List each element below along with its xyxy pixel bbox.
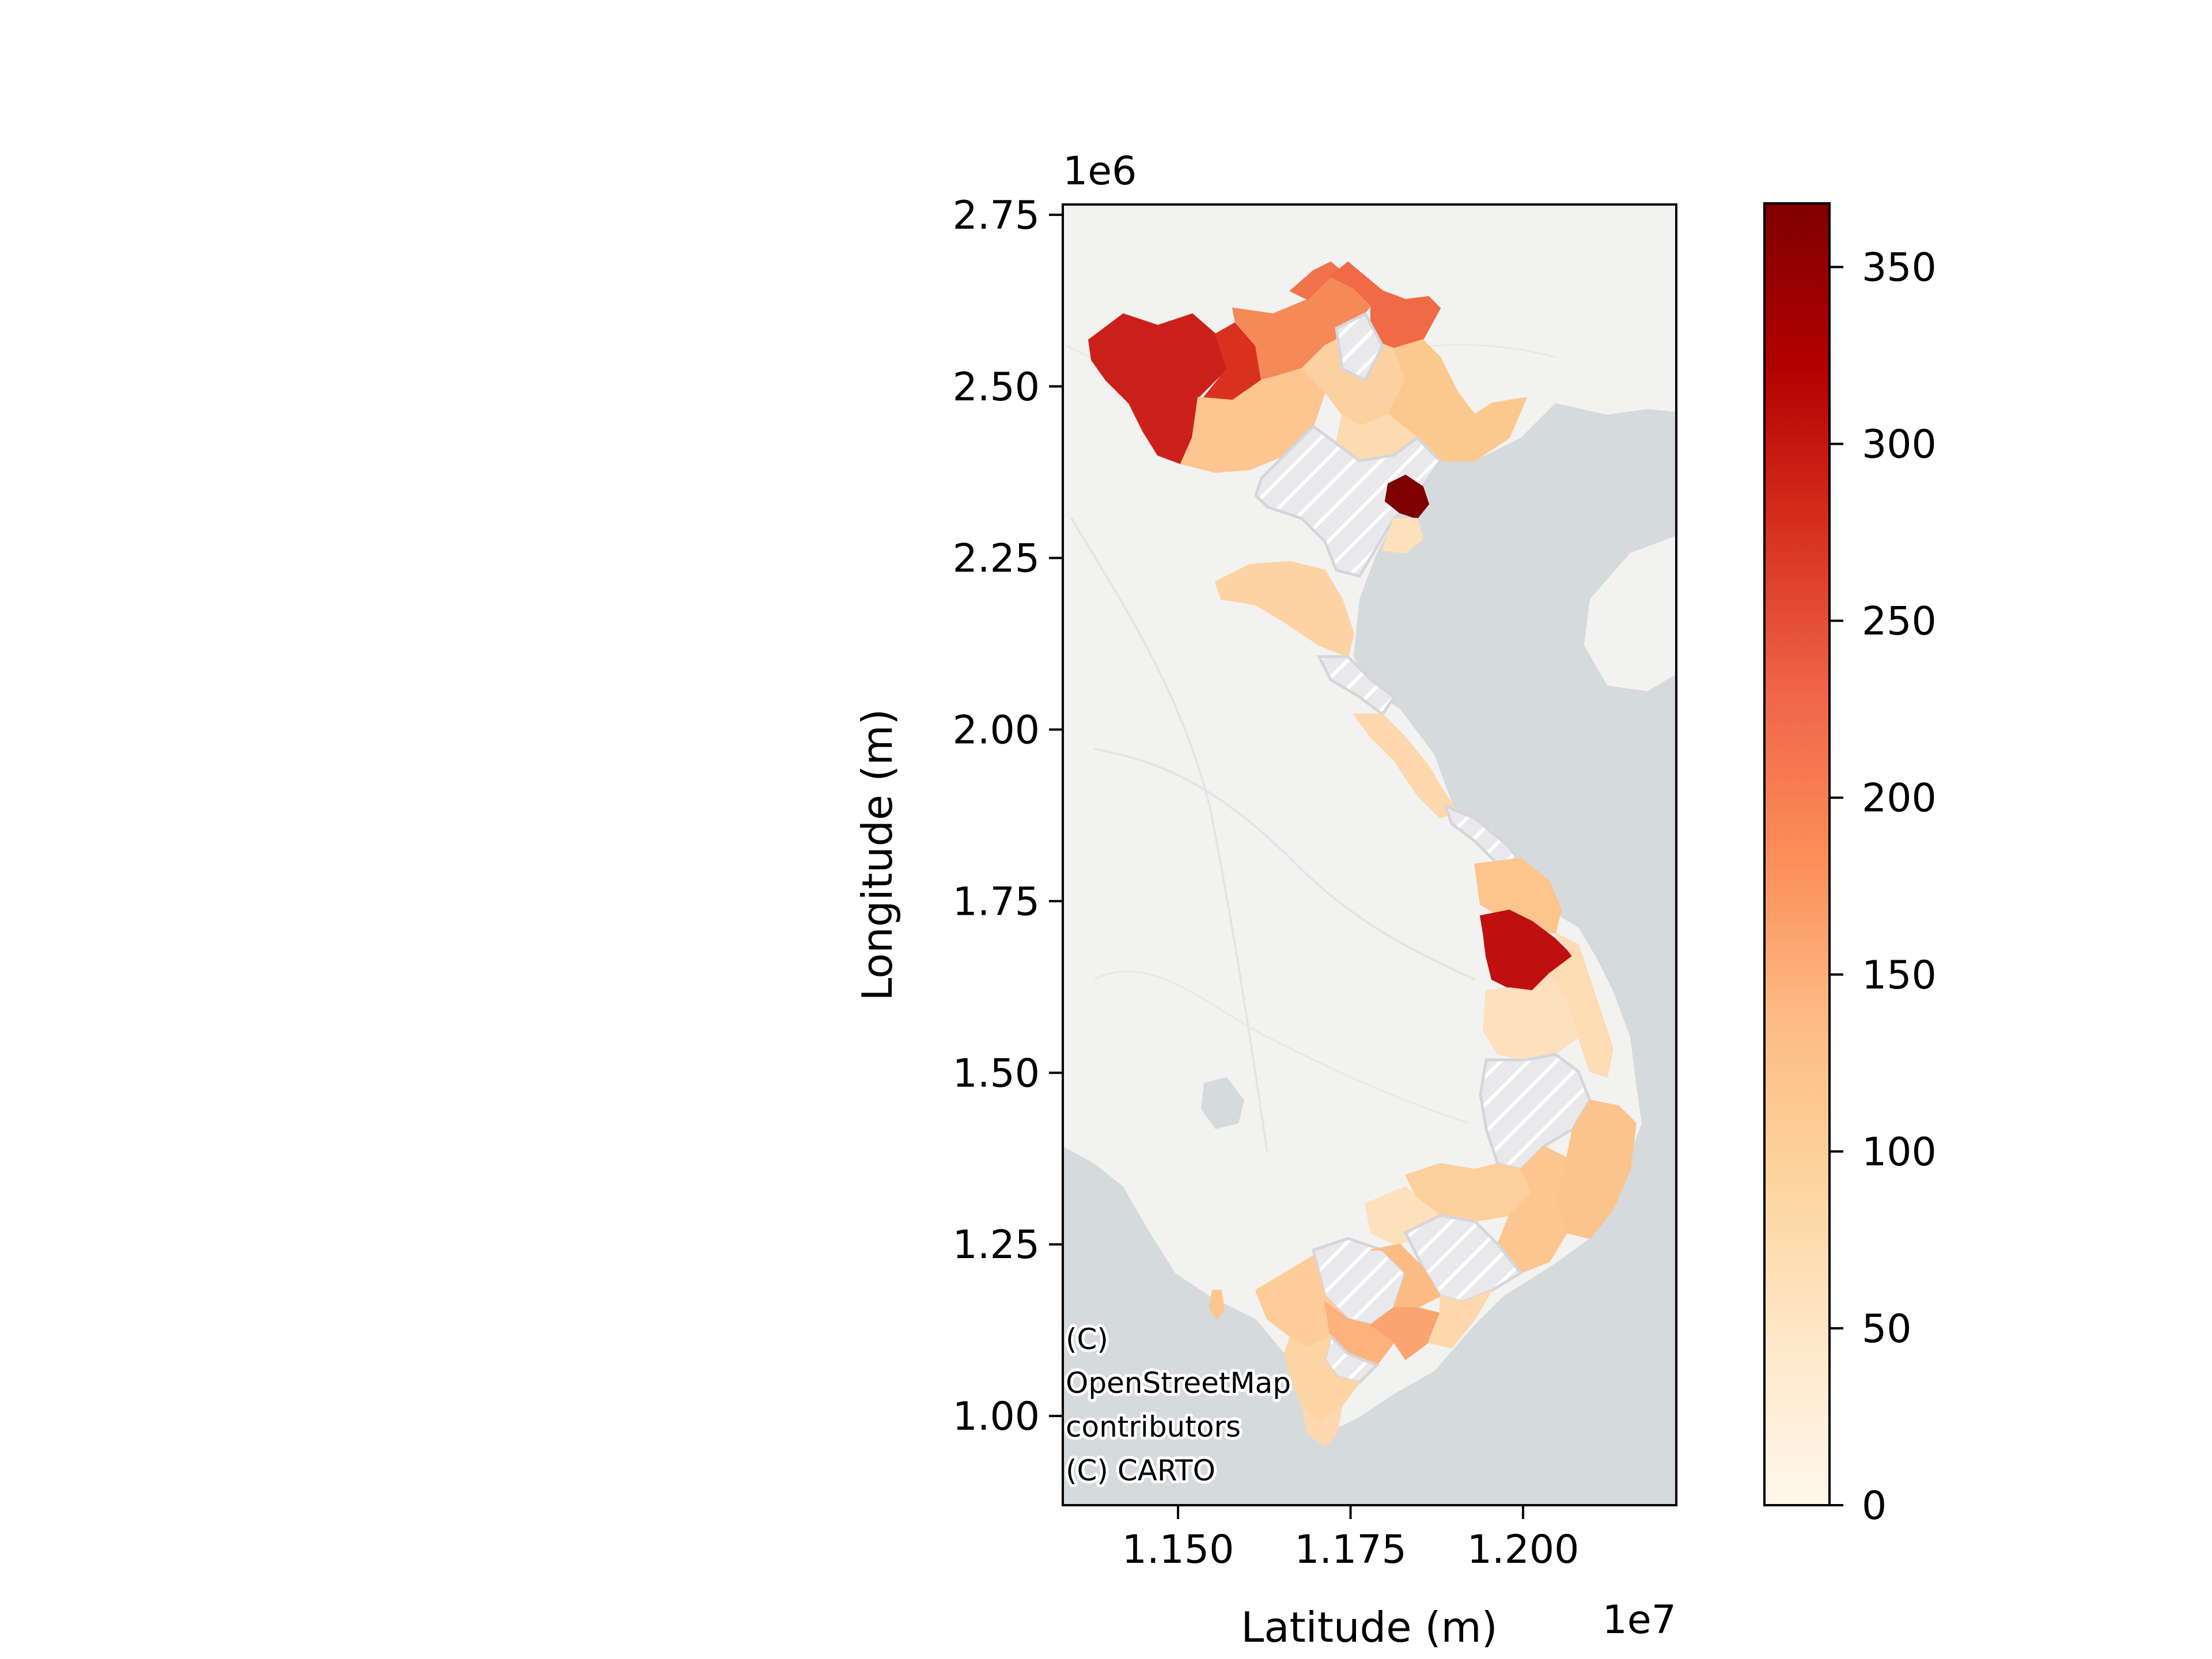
y-axis-label: Longitude (m) bbox=[853, 709, 902, 1001]
region-coast-north bbox=[1381, 518, 1424, 554]
attribution-line: (C) CARTO bbox=[1066, 1454, 1215, 1487]
x-tick-label: 1.175 bbox=[1294, 1527, 1407, 1573]
y-tick-label: 1.25 bbox=[953, 1222, 1040, 1268]
y-tick-label: 1.50 bbox=[953, 1051, 1040, 1096]
colorbar-ticks: 0 50 100 150 200 250 300 350 bbox=[1830, 245, 1937, 1529]
colorbar-tick-label: 250 bbox=[1862, 599, 1937, 645]
region-central-coast-light bbox=[1548, 933, 1614, 1078]
attribution-line: OpenStreetMap bbox=[1066, 1366, 1291, 1400]
y-tick-label: 2.75 bbox=[953, 193, 1040, 238]
region-northeast-orange bbox=[1330, 261, 1441, 350]
basemap-attribution: (C) OpenStreetMap contributors (C) CARTO bbox=[1063, 1320, 1294, 1490]
colorbar-tick-label: 200 bbox=[1862, 776, 1937, 821]
colorbar-tick-label: 0 bbox=[1862, 1483, 1887, 1529]
region-nghe-an-missing bbox=[1316, 655, 1396, 717]
x-axis-ticks: 1.150 1.175 1.200 bbox=[1122, 1505, 1580, 1573]
region-phu-quoc bbox=[1209, 1290, 1225, 1320]
y-tick-label: 1.00 bbox=[953, 1394, 1040, 1440]
region-thanh-hoa bbox=[1214, 560, 1355, 658]
basemap bbox=[1063, 204, 1676, 1505]
colorbar-tick-label: 150 bbox=[1862, 953, 1937, 998]
colorbar-gradient bbox=[1763, 202, 1831, 1506]
region-quang-nam bbox=[1474, 857, 1562, 934]
basemap-river bbox=[1094, 748, 1475, 980]
y-tick-label: 2.25 bbox=[953, 536, 1040, 582]
basemap-road bbox=[1094, 970, 1469, 1124]
colorbar: 0 50 100 150 200 250 300 350 bbox=[1763, 202, 1937, 1529]
region-central-highland-light bbox=[1482, 972, 1580, 1061]
region-south-central bbox=[1554, 1099, 1637, 1240]
basemap-island bbox=[1584, 536, 1676, 691]
y-tick-label: 2.00 bbox=[953, 708, 1040, 753]
colorbar-tick-label: 350 bbox=[1862, 245, 1937, 291]
colorbar-tick-label: 100 bbox=[1862, 1130, 1937, 1175]
basemap-lake bbox=[1201, 1077, 1244, 1129]
y-tick-label: 1.75 bbox=[953, 879, 1040, 925]
region-highland-missing bbox=[1479, 1052, 1592, 1171]
attribution-line: (C) bbox=[1066, 1323, 1108, 1356]
region-hai-phong bbox=[1384, 474, 1430, 520]
x-offset-label: 1e7 bbox=[1603, 1597, 1676, 1643]
region-ca-mau bbox=[1283, 1335, 1361, 1424]
y-tick-label: 2.50 bbox=[953, 365, 1040, 410]
x-tick-label: 1.150 bbox=[1122, 1527, 1234, 1573]
colorbar-tick-label: 300 bbox=[1862, 422, 1937, 468]
attribution-line: contributors bbox=[1066, 1410, 1241, 1444]
y-offset-label: 1e6 bbox=[1063, 149, 1137, 194]
region-hatched-north bbox=[1335, 312, 1384, 382]
map-axes: (C) OpenStreetMap contributors (C) CARTO… bbox=[853, 149, 1677, 1652]
colorbar-tick-label: 50 bbox=[1862, 1306, 1912, 1352]
x-tick-label: 1.200 bbox=[1467, 1527, 1580, 1573]
region-ca-mau-south bbox=[1301, 1403, 1343, 1447]
region-red-river-missing bbox=[1254, 424, 1442, 578]
x-axis-label: Latitude (m) bbox=[1241, 1603, 1498, 1652]
region-southeast-right bbox=[1497, 1145, 1568, 1274]
region-mekong-coast bbox=[1427, 1289, 1494, 1349]
basemap-river bbox=[1070, 517, 1268, 1153]
axes-frame bbox=[1062, 203, 1677, 1506]
y-axis-ticks: 1.00 1.25 1.50 1.75 2.00 2.25 2.50 2.75 bbox=[953, 193, 1063, 1440]
